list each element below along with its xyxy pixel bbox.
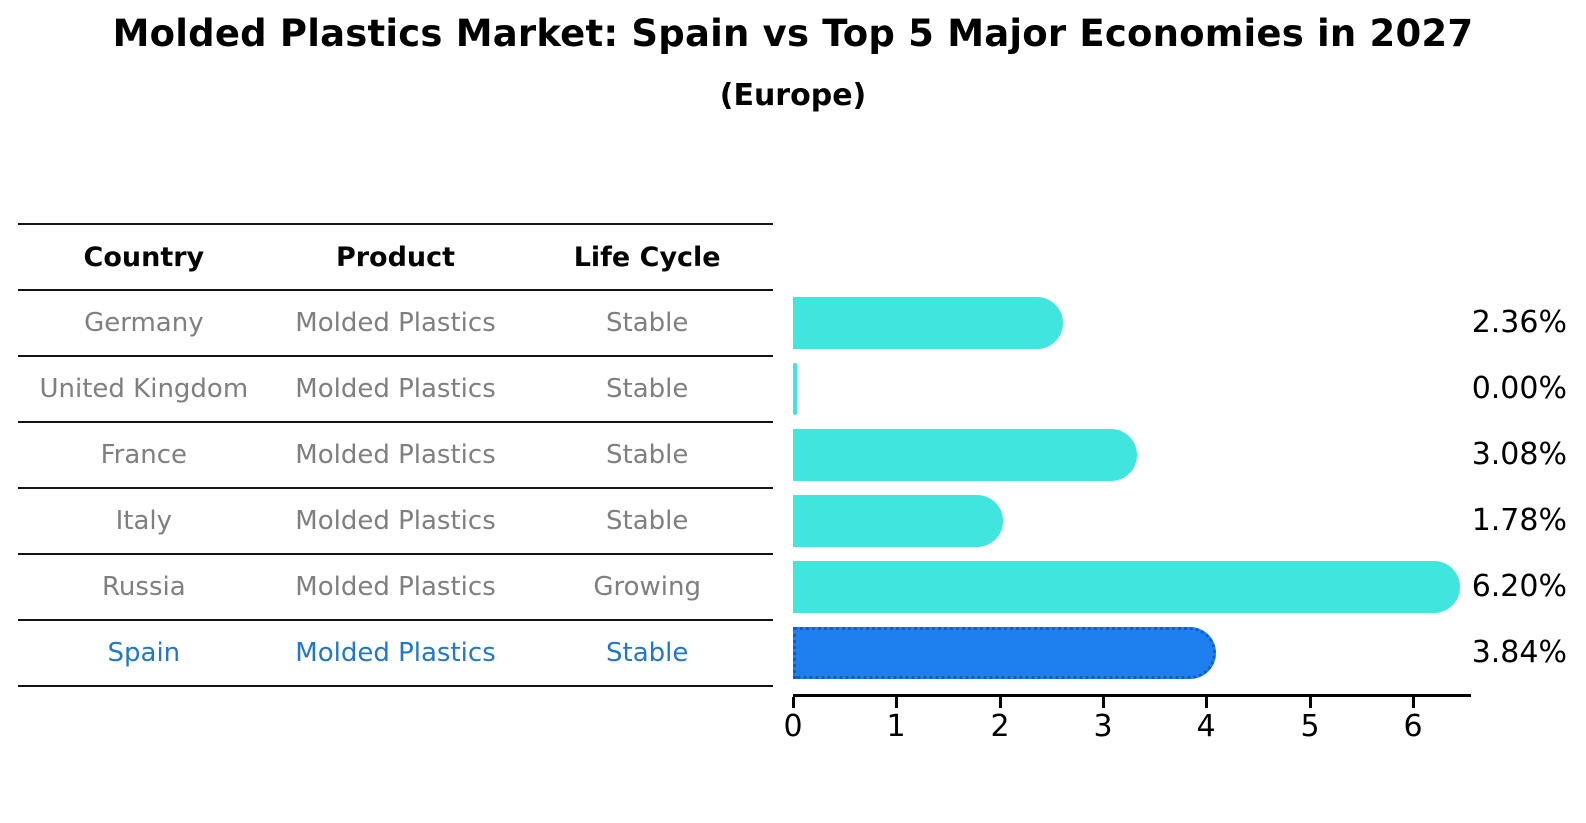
life-cycle-cell: Stable: [606, 308, 689, 338]
bar-value-label-germany: 2.36%: [1471, 305, 1567, 340]
product-cell: Molded Plastics: [295, 572, 496, 602]
life-cycle-cell: Stable: [606, 506, 689, 536]
life-cycle-cell: Stable: [606, 638, 689, 668]
bar-italy: [793, 495, 1003, 547]
x-tick-mark: [895, 697, 898, 708]
x-tick-label: 0: [783, 709, 803, 744]
x-tick-label: 1: [886, 709, 906, 744]
table-row: Germany Molded Plastics Stable: [18, 291, 773, 357]
x-tick-mark: [1412, 697, 1415, 708]
country-cell: Spain: [107, 638, 181, 668]
market-table: Country Product Life Cycle Germany Molded…: [18, 223, 773, 687]
header-life-cycle: Life Cycle: [573, 241, 721, 273]
bar-value-label-italy: 1.78%: [1471, 503, 1567, 538]
bar-value-label-france: 3.08%: [1471, 437, 1567, 472]
x-tick-label: 4: [1196, 709, 1216, 744]
bar-spain: [793, 627, 1216, 679]
bar-france: [793, 429, 1137, 481]
x-axis-line: [793, 694, 1471, 697]
product-cell: Molded Plastics: [295, 374, 496, 404]
product-cell: Molded Plastics: [295, 308, 496, 338]
bar-value-label-spain: 3.84%: [1471, 635, 1567, 670]
bar-russia: [793, 561, 1460, 613]
x-tick-mark: [1309, 697, 1312, 708]
table-row: United Kingdom Molded Plastics Stable: [18, 357, 773, 423]
chart-subtitle: (Europe): [719, 78, 867, 113]
product-cell: Molded Plastics: [295, 506, 496, 536]
x-tick-mark: [1102, 697, 1105, 708]
bar-united-kingdom: [793, 363, 797, 415]
x-tick-mark: [999, 697, 1002, 708]
country-cell: United Kingdom: [39, 374, 249, 404]
table-row: France Molded Plastics Stable: [18, 423, 773, 489]
table-row: Russia Molded Plastics Growing: [18, 555, 773, 621]
header-product: Product: [335, 241, 456, 273]
x-tick-label: 5: [1300, 709, 1320, 744]
product-cell: Molded Plastics: [295, 440, 496, 470]
x-tick-label: 3: [1093, 709, 1113, 744]
life-cycle-cell: Growing: [593, 572, 701, 602]
chart-title: Molded Plastics Market: Spain vs Top 5 M…: [112, 12, 1474, 55]
x-tick-mark: [792, 697, 795, 708]
country-cell: Russia: [102, 572, 186, 602]
bar-germany: [793, 297, 1063, 349]
table-header-row: Country Product Life Cycle: [18, 225, 773, 291]
life-cycle-cell: Stable: [606, 440, 689, 470]
life-cycle-cell: Stable: [606, 374, 689, 404]
x-tick-mark: [1205, 697, 1208, 708]
country-cell: Italy: [115, 506, 173, 536]
country-cell: Germany: [84, 308, 204, 338]
bar-value-label-russia: 6.20%: [1471, 569, 1567, 604]
header-country: Country: [83, 241, 205, 273]
x-tick-label: 2: [990, 709, 1010, 744]
product-cell: Molded Plastics: [295, 638, 496, 668]
bar-value-label-united-kingdom: 0.00%: [1471, 371, 1567, 406]
x-tick-label: 6: [1403, 709, 1423, 744]
country-cell: France: [100, 440, 188, 470]
table-row: Spain Molded Plastics Stable: [18, 621, 773, 687]
table-row: Italy Molded Plastics Stable: [18, 489, 773, 555]
